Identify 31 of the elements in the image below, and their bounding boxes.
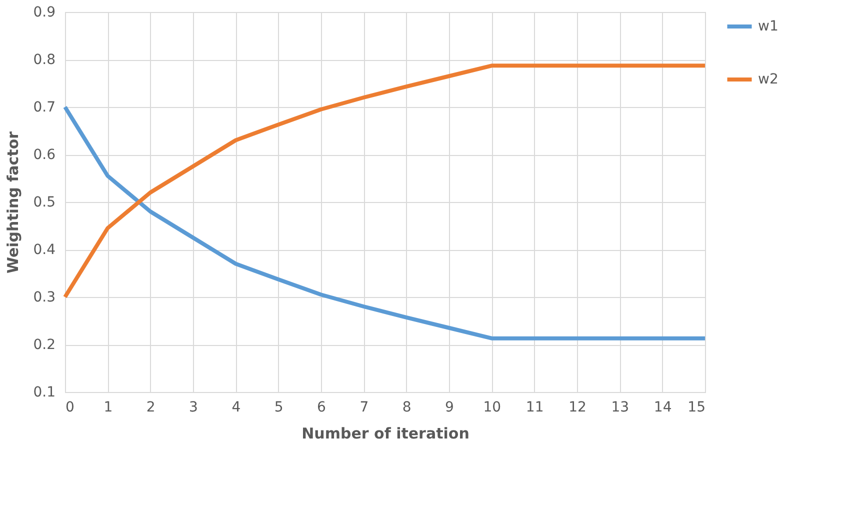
x-tick-label: 15 (688, 400, 706, 416)
x-tick-label: 6 (317, 400, 326, 416)
legend-label: w1 (758, 18, 778, 34)
x-axis-title: Number of iteration (302, 424, 470, 442)
y-tick-label: 0.3 (33, 290, 56, 306)
y-tick-label: 0.5 (33, 194, 56, 210)
x-tick-label: 11 (526, 400, 544, 416)
x-tick-label: 14 (654, 400, 672, 416)
x-tick-label: 1 (104, 400, 113, 416)
y-axis-title: Weighting factor (4, 130, 22, 274)
y-tick-label: 0.2 (33, 337, 56, 353)
y-tick-label: 0.1 (33, 384, 56, 400)
x-tick-label: 7 (360, 400, 369, 416)
legend-label: w2 (758, 72, 778, 88)
x-tick-label: 3 (189, 400, 198, 416)
y-tick-label: 0.4 (33, 242, 56, 258)
y-tick-label: 0.6 (33, 147, 56, 163)
x-tick-label: 13 (611, 400, 630, 416)
x-tick-label: 9 (445, 400, 454, 416)
x-tick-label: 10 (483, 400, 502, 416)
y-tick-label: 0.8 (33, 52, 56, 68)
x-tick-label: 0 (66, 400, 74, 416)
line-series (63, 105, 707, 340)
line-series (63, 64, 707, 299)
y-tick-label: 0.7 (33, 100, 56, 116)
y-tick-label: 0.9 (33, 4, 56, 20)
x-tick-label: 4 (232, 400, 241, 416)
x-tick-label: 5 (274, 400, 284, 416)
x-tick-label: 8 (402, 400, 412, 416)
x-tick-label: 12 (568, 400, 586, 416)
x-tick-label: 2 (146, 400, 156, 416)
